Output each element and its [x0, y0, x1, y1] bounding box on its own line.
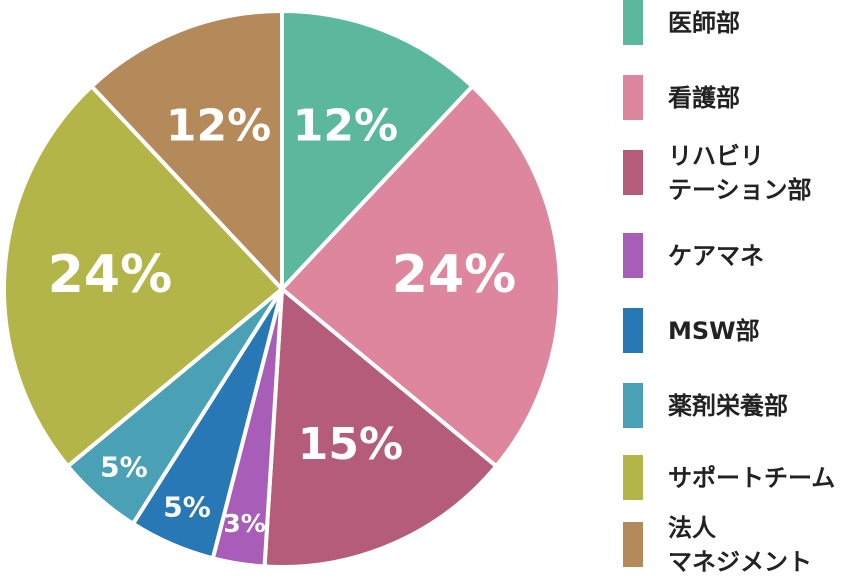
pie-slice [279, 83, 562, 470]
data-label: 5% [100, 450, 148, 483]
data-label: 24% [392, 245, 516, 305]
legend-swatch [623, 233, 643, 278]
data-label: 12% [293, 101, 398, 152]
pie-slice [88, 8, 284, 295]
legend-swatch [623, 0, 643, 45]
pie-slice [262, 284, 500, 569]
legend-label: リハビリ テーション部 [668, 141, 812, 204]
legend-item: 医師部 [623, 0, 740, 45]
legend-item: サポートチーム [623, 455, 835, 500]
legend-swatch [623, 455, 643, 500]
data-label: 15% [298, 419, 403, 470]
legend-item: 看護部 [623, 75, 740, 120]
data-label: 24% [48, 245, 172, 305]
legend-label: 看護部 [668, 83, 740, 112]
pie: 12% 24% 15% 3% 5% 5% 24% 12% [2, 8, 562, 569]
legend-item: 法人 マネジメント [623, 514, 812, 576]
legend-swatch [623, 75, 643, 120]
legend-label: ケアマネ [668, 241, 764, 270]
legend-label: MSW部 [668, 316, 760, 345]
legend-swatch [623, 522, 643, 567]
legend-item: リハビリ テーション部 [623, 142, 812, 204]
legend-label: 医師部 [668, 8, 740, 37]
data-label: 12% [166, 101, 271, 152]
legend-label: 法人 マネジメント [668, 513, 812, 576]
legend-item: 薬剤栄養部 [623, 383, 788, 428]
data-label: 5% [163, 490, 211, 523]
pie-slice [280, 8, 476, 295]
legend-item: ケアマネ [623, 233, 764, 278]
data-label: 3% [223, 509, 265, 538]
legend-item: MSW部 [623, 308, 760, 353]
legend-label: 薬剤栄養部 [668, 391, 788, 420]
legend-swatch [623, 383, 643, 428]
legend-label: サポートチーム [668, 463, 836, 492]
legend-swatch [623, 308, 643, 353]
legend-swatch [623, 150, 643, 195]
pie-slice [2, 83, 285, 470]
